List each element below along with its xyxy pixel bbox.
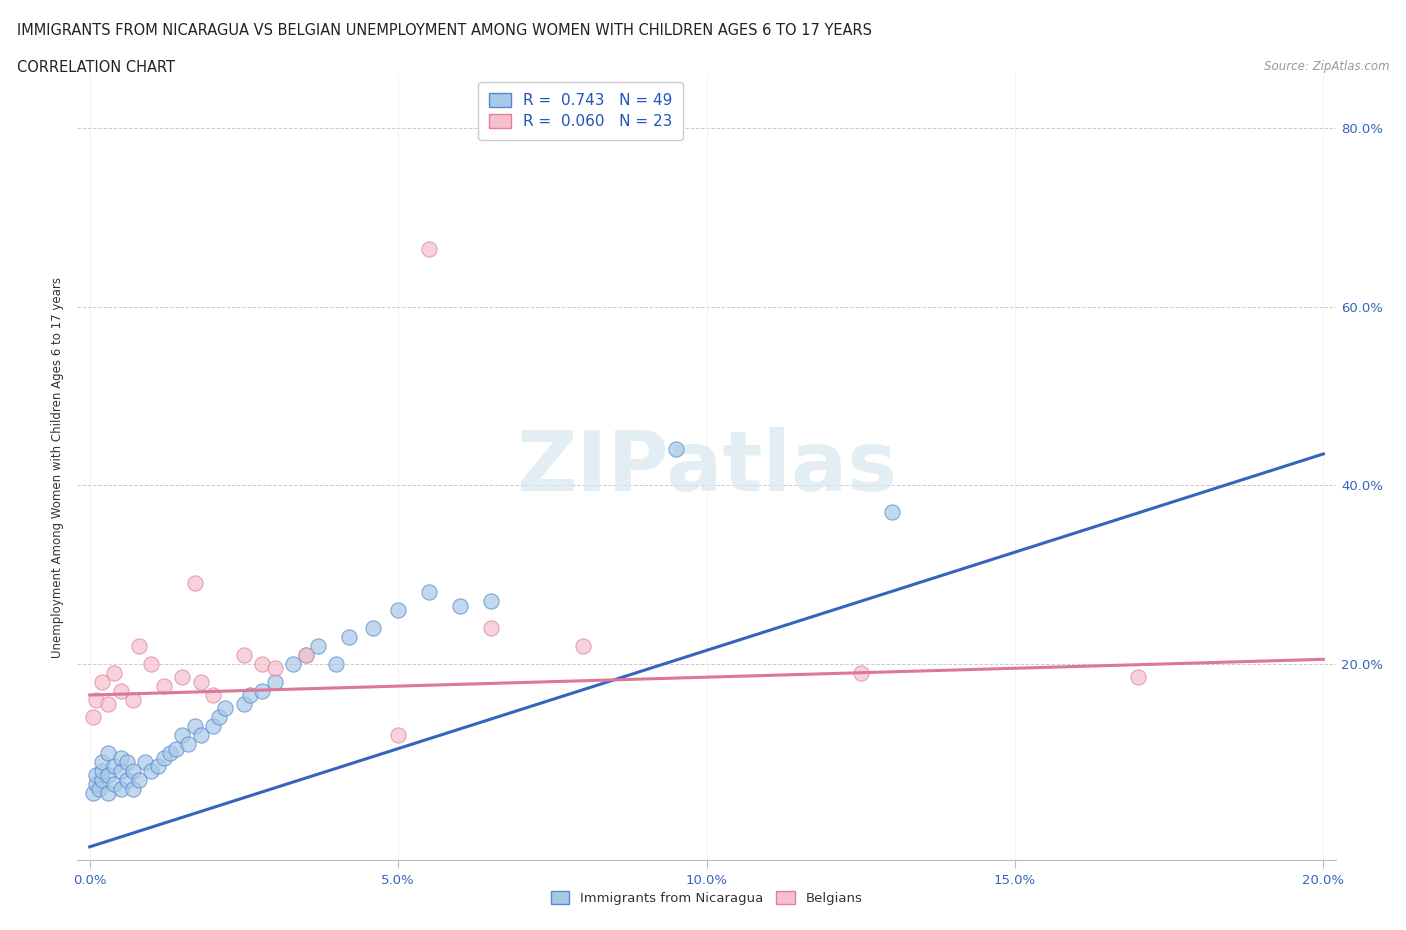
Point: [91, 764, 114, 778]
Point: [449, 598, 471, 613]
Point: [128, 639, 150, 654]
Point: [479, 594, 502, 609]
Point: [252, 684, 274, 698]
Point: [152, 679, 174, 694]
Point: [115, 754, 138, 769]
Point: [159, 746, 181, 761]
Point: [97, 697, 120, 711]
Point: [97, 768, 120, 783]
Point: [294, 647, 316, 662]
Point: [232, 647, 254, 662]
Point: [190, 728, 212, 743]
Point: [183, 576, 205, 591]
Point: [363, 620, 385, 635]
Point: [208, 710, 231, 724]
Point: [1128, 670, 1150, 684]
Point: [121, 692, 143, 707]
Point: [418, 585, 440, 600]
Point: [115, 773, 138, 788]
Point: [387, 603, 409, 618]
Text: Source: ZipAtlas.com: Source: ZipAtlas.com: [1264, 60, 1389, 73]
Point: [84, 692, 107, 707]
Point: [190, 674, 212, 689]
Point: [307, 639, 329, 654]
Point: [263, 674, 285, 689]
Point: [84, 777, 107, 791]
Point: [263, 661, 285, 676]
Point: [232, 697, 254, 711]
Legend: Immigrants from Nicaragua, Belgians: Immigrants from Nicaragua, Belgians: [546, 886, 868, 910]
Point: [239, 687, 262, 702]
Point: [665, 442, 688, 457]
Point: [146, 759, 169, 774]
Point: [849, 665, 872, 680]
Point: [110, 751, 132, 765]
Text: ZIPatlas: ZIPatlas: [516, 427, 897, 508]
Point: [418, 241, 440, 256]
Point: [294, 647, 316, 662]
Point: [479, 620, 502, 635]
Point: [103, 777, 125, 791]
Point: [325, 657, 347, 671]
Point: [128, 773, 150, 788]
Point: [91, 773, 114, 788]
Point: [110, 684, 132, 698]
Point: [172, 728, 194, 743]
Point: [110, 764, 132, 778]
Point: [82, 710, 104, 724]
Point: [202, 687, 225, 702]
Point: [82, 786, 104, 801]
Y-axis label: Unemployment Among Women with Children Ages 6 to 17 years: Unemployment Among Women with Children A…: [51, 277, 65, 658]
Point: [110, 781, 132, 796]
Point: [103, 759, 125, 774]
Point: [183, 719, 205, 734]
Point: [572, 639, 595, 654]
Point: [141, 764, 163, 778]
Point: [172, 670, 194, 684]
Point: [97, 786, 120, 801]
Point: [152, 751, 174, 765]
Point: [165, 741, 187, 756]
Point: [87, 781, 110, 796]
Point: [283, 657, 305, 671]
Point: [214, 701, 236, 716]
Point: [202, 719, 225, 734]
Point: [91, 674, 114, 689]
Point: [387, 728, 409, 743]
Point: [880, 505, 903, 520]
Point: [121, 764, 143, 778]
Point: [91, 754, 114, 769]
Point: [134, 754, 156, 769]
Point: [121, 781, 143, 796]
Point: [252, 657, 274, 671]
Point: [337, 630, 360, 644]
Point: [141, 657, 163, 671]
Point: [97, 746, 120, 761]
Point: [84, 768, 107, 783]
Point: [103, 665, 125, 680]
Text: CORRELATION CHART: CORRELATION CHART: [17, 60, 174, 75]
Point: [177, 737, 200, 751]
Text: IMMIGRANTS FROM NICARAGUA VS BELGIAN UNEMPLOYMENT AMONG WOMEN WITH CHILDREN AGES: IMMIGRANTS FROM NICARAGUA VS BELGIAN UNE…: [17, 23, 872, 38]
